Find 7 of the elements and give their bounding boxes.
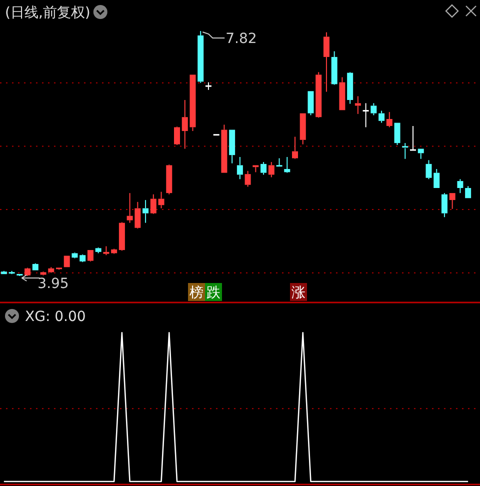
- chart-title: (日线,前复权): [5, 5, 90, 21]
- text: 榜: [190, 285, 204, 301]
- annotation: 7.82: [226, 31, 257, 47]
- annotation: 3.95: [38, 276, 69, 292]
- text: 跌: [206, 285, 220, 301]
- chart-title: XG: 0.00: [25, 309, 86, 325]
- text: 涨: [292, 285, 306, 301]
